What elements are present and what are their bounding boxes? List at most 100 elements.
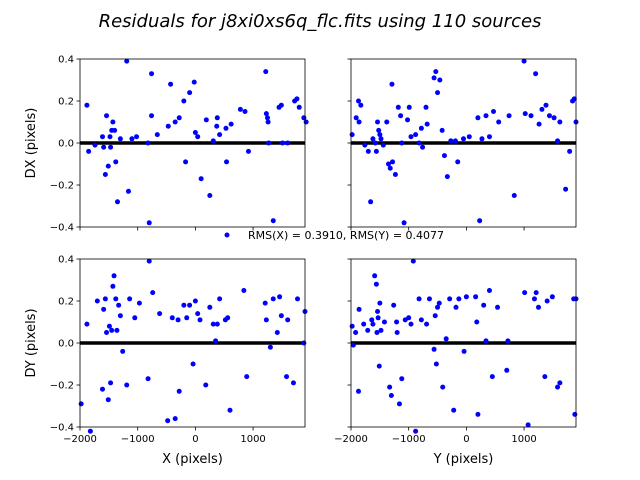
data-point [105,397,111,403]
data-point [376,127,382,133]
data-point [176,388,182,394]
data-point [225,315,231,321]
data-point [278,102,284,108]
data-point [448,138,454,144]
data-point [563,186,569,192]
data-point [214,115,220,121]
data-point [101,144,107,150]
data-point [100,134,105,140]
data-point [157,311,163,317]
data-point [504,367,510,373]
data-point [270,218,276,224]
data-point [120,348,126,354]
data-point [521,58,527,64]
data-point [192,130,198,135]
data-point [265,115,270,121]
data-point [433,361,439,367]
data-point [475,411,481,417]
data-point [505,338,511,344]
data-point [432,313,438,319]
x-tick-label: 0 [192,434,198,445]
data-point [466,134,472,140]
y-tick-label: −0.2 [50,381,74,392]
data-points [84,58,309,226]
data-point [496,119,502,125]
data-point [86,148,92,154]
data-point [525,422,531,428]
data-point [424,121,430,127]
data-point [294,96,300,102]
data-point [394,319,400,325]
data-point [441,153,447,159]
data-point [195,311,201,317]
x-axis-label: Y (pixels) [433,452,494,467]
data-point [217,132,223,138]
data-point [436,300,442,306]
y-tick-label: 0.2 [58,297,74,308]
data-point [423,104,429,110]
data-point [242,109,248,114]
data-point [384,119,390,125]
data-point [572,411,578,417]
data-point [102,172,108,177]
data-point [431,75,437,81]
data-point [539,106,545,112]
y-tick-label: 0.4 [58,55,74,66]
data-point [381,319,387,325]
data-point [263,111,269,117]
data-point [172,416,178,422]
data-point [452,138,458,144]
data-point [356,306,362,312]
data-point [426,296,432,302]
data-point [165,123,171,129]
data-point [392,172,398,177]
data-point [183,159,189,165]
data-point [388,393,394,398]
data-point [181,98,187,104]
data-point [435,304,441,310]
data-point [391,302,397,308]
data-point [475,115,481,121]
data-point [295,296,300,302]
data-point [420,144,426,150]
data-point [405,117,411,123]
data-point [296,104,302,110]
data-point [191,79,197,85]
legend-marker [224,232,230,238]
data-point [447,296,453,302]
data-point [557,119,563,125]
panel-top-right [347,58,579,231]
data-point [169,315,175,321]
data-point [154,132,160,138]
data-point [223,125,229,131]
data-point [78,401,84,407]
data-point [406,315,412,321]
data-point [387,384,393,390]
data-point [187,302,193,308]
data-point [372,140,378,146]
data-point [207,193,213,198]
data-point [117,136,123,142]
data-point [356,119,362,125]
y-tick-label: 0.2 [58,97,74,108]
data-point [413,428,419,434]
data-point [274,330,280,335]
data-point [181,302,187,308]
data-point [303,119,309,125]
data-point [374,330,380,335]
data-point [406,104,412,110]
data-point [491,109,496,114]
data-point [408,321,414,327]
data-point [511,193,517,198]
data-point [132,315,138,321]
data-point [361,321,367,327]
data-point [350,342,356,348]
data-point [353,115,359,121]
data-point [544,298,550,304]
data-point [489,374,495,380]
data-point [439,127,445,133]
x-tick-label: 0 [463,434,469,445]
data-point [399,140,405,146]
data-point [424,321,430,327]
data-point [372,273,378,279]
